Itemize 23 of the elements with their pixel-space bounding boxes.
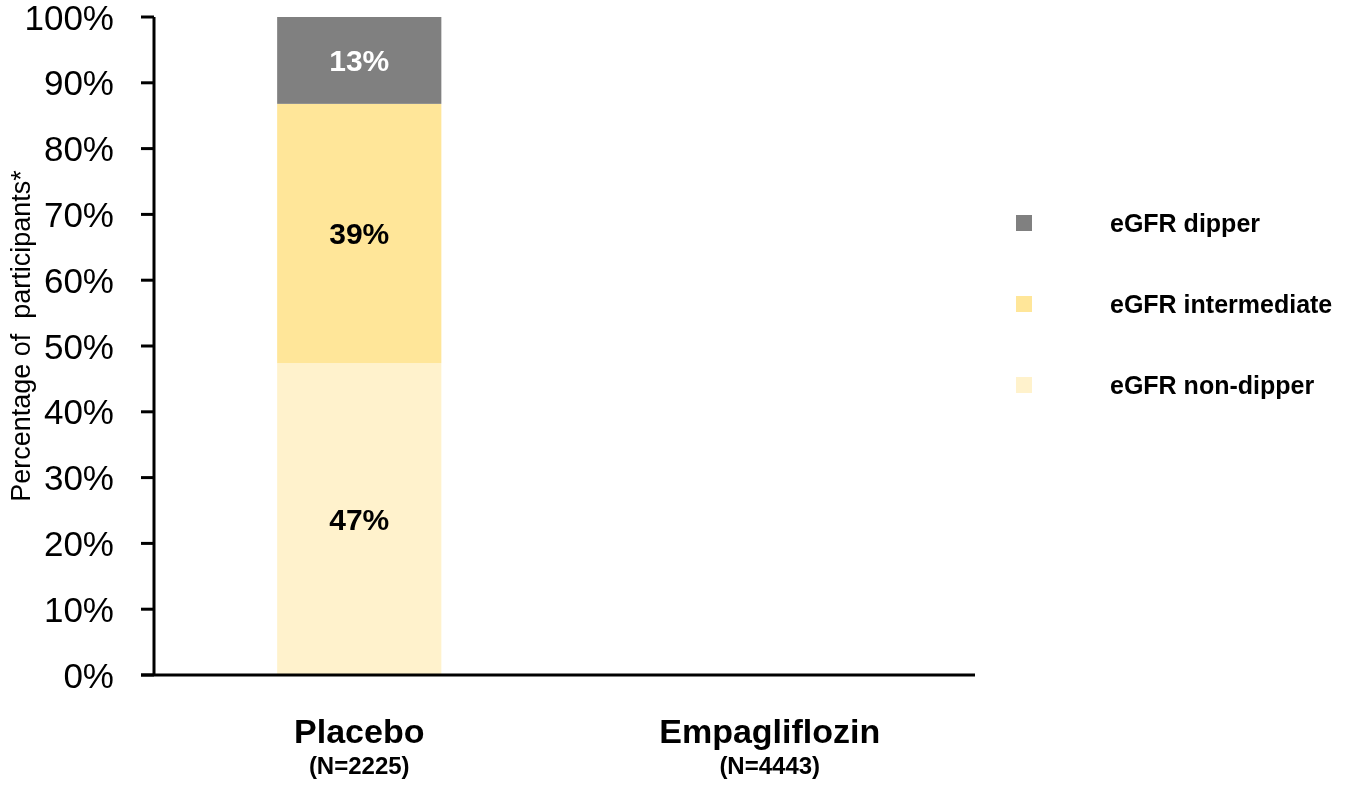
y-tick-label: 30% [43,458,114,498]
x-tick-label: Empagliflozin (N=4443) [659,712,881,779]
x-tick-label: Placebo (N=2225) [294,712,425,779]
y-tick-label: 50% [43,326,114,366]
bar [277,363,442,675]
y-tick-label: 40% [43,392,114,432]
data-label: 47% [329,502,390,536]
y-tick-label: 60% [43,260,114,300]
bar [277,103,442,364]
y-tick-label: 20% [43,524,114,563]
text: eGFR intermediate [1110,289,1333,318]
text: eGFR non-dipper [1110,370,1315,399]
y-tick-label: 10% [43,589,114,629]
data-label: 39% [329,216,390,250]
y-axis-title: Percentage of participants* [6,169,36,502]
text: eGFR dipper [1110,208,1261,237]
bar [277,17,442,104]
y-tick-label: 70% [43,195,114,234]
y-tick-label: 100% [24,0,114,37]
y-tick-label: 90% [43,63,114,103]
data-label: 13% [329,43,390,77]
y-tick-label: 80% [43,129,114,169]
y-tick-label: 0% [63,655,114,695]
